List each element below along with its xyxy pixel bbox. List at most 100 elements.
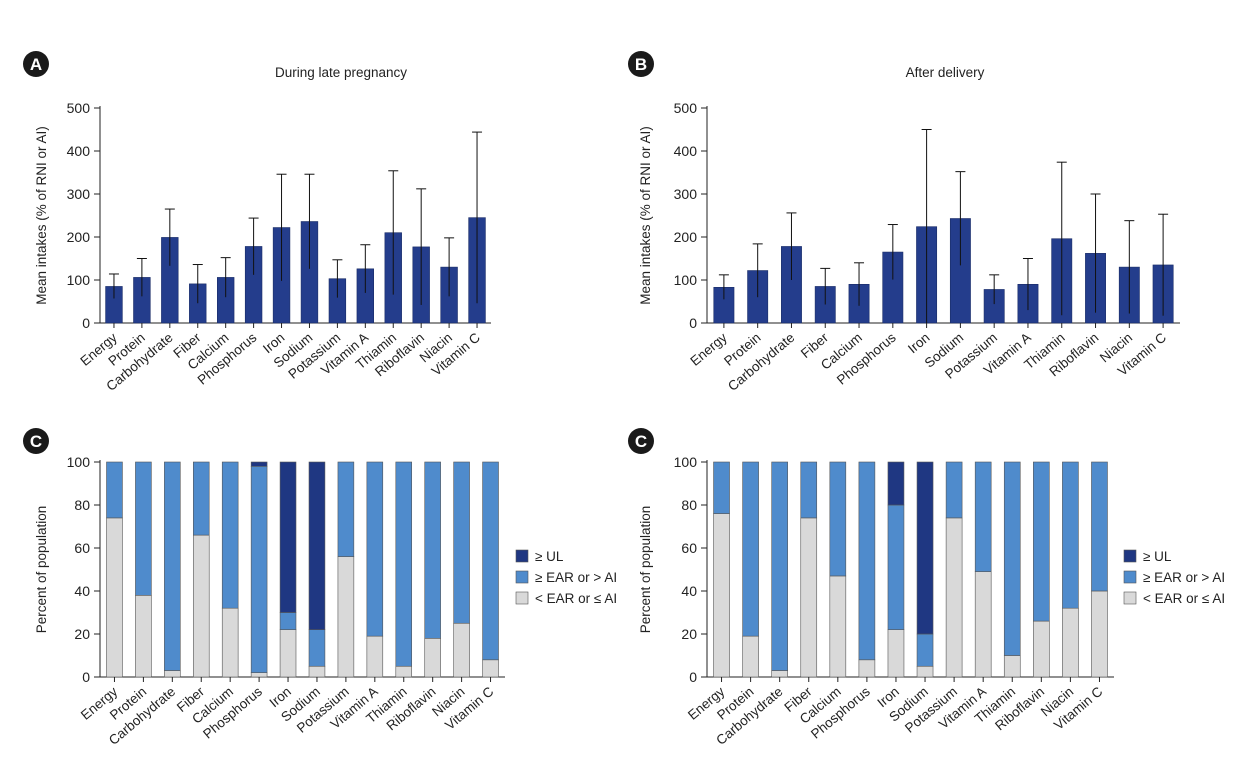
y-tick-label: 80 xyxy=(681,497,697,513)
bar-segment xyxy=(974,571,992,678)
y-tick-label: 500 xyxy=(674,100,698,116)
x-tick-label: Energy xyxy=(687,330,730,369)
y-tick-label: 400 xyxy=(674,143,698,159)
y-axis-label: Mean intakes (% of RNI or AI) xyxy=(34,126,49,305)
legend-label: < EAR or ≤ AI xyxy=(535,591,617,606)
bar-segment xyxy=(279,629,297,678)
panel-badge: C xyxy=(23,428,49,454)
bar-segment xyxy=(800,517,818,678)
bar-segment xyxy=(395,461,413,667)
bar-segment xyxy=(945,517,963,678)
bar-segment xyxy=(453,461,470,624)
y-tick-label: 400 xyxy=(67,143,91,159)
panel-letter: B xyxy=(635,55,647,74)
bar-segment xyxy=(395,665,413,678)
y-tick-label: 60 xyxy=(74,540,90,556)
bar-segment xyxy=(337,461,355,557)
bar-segment xyxy=(1062,607,1079,678)
bar-segment xyxy=(771,670,788,678)
bar-segment xyxy=(916,633,934,667)
bar-segment xyxy=(221,461,239,609)
legend-swatch xyxy=(1123,591,1137,605)
y-tick-label: 0 xyxy=(689,669,697,685)
bar-segment xyxy=(250,672,268,678)
bar-segment xyxy=(1003,461,1021,656)
y-tick-label: 300 xyxy=(674,186,698,202)
y-tick-label: 0 xyxy=(82,669,90,685)
bar-segment xyxy=(887,461,905,506)
y-tick-label: 20 xyxy=(681,626,697,642)
legend-swatch xyxy=(1123,570,1137,584)
bar-segment xyxy=(308,629,326,667)
y-tick-label: 40 xyxy=(681,583,697,599)
legend-swatch xyxy=(515,570,529,584)
y-tick-label: 200 xyxy=(67,229,91,245)
bar-segment xyxy=(1033,461,1050,622)
bar-segment xyxy=(106,517,123,678)
panel-letter: C xyxy=(635,432,647,451)
panel-badge: A xyxy=(23,51,49,77)
chart-title: During late pregnancy xyxy=(275,65,407,80)
bar-segment xyxy=(279,612,297,631)
chart-panel-2: B After delivery 0 100 200 300 400 500 Mean inta… xyxy=(628,51,1180,394)
panel-letter: C xyxy=(30,432,42,451)
y-axis-label: Percent of population xyxy=(638,506,653,634)
panel-badge-circle xyxy=(23,51,49,77)
bar-segment xyxy=(453,622,470,678)
bar-segment xyxy=(106,461,123,519)
y-axis-label: Percent of population xyxy=(34,506,49,634)
bar-segment xyxy=(366,635,384,678)
bar-segment xyxy=(135,594,152,678)
bar-segment xyxy=(858,659,876,678)
y-tick-label: 80 xyxy=(74,497,90,513)
bar-segment xyxy=(742,461,759,637)
bar-segment xyxy=(221,607,239,678)
y-tick-label: 40 xyxy=(74,583,90,599)
y-tick-label: 60 xyxy=(681,540,697,556)
y-tick-label: 200 xyxy=(674,229,698,245)
chart-title: After delivery xyxy=(906,65,985,80)
bar-segment xyxy=(916,461,934,635)
bar-segment xyxy=(192,461,210,536)
bar-segment xyxy=(482,461,499,661)
bar-segment xyxy=(742,635,759,678)
bar-segment xyxy=(192,534,210,678)
bar-segment xyxy=(713,461,730,514)
y-tick-label: 100 xyxy=(674,272,698,288)
bar-segment xyxy=(279,461,297,613)
chart-panel-1: A During late pregnancy 0 100 200 300 400 500 Me… xyxy=(23,51,491,394)
bar-segment xyxy=(800,461,818,519)
legend-swatch xyxy=(515,591,529,605)
bar-segment xyxy=(713,513,730,678)
legend: ≥ UL ≥ EAR or > AI < EAR or ≤ AI xyxy=(515,549,617,606)
bar-segment xyxy=(1033,620,1050,678)
legend-swatch xyxy=(515,549,529,563)
bar-segment xyxy=(1003,655,1021,678)
bar-segment xyxy=(887,629,905,678)
bar-segment xyxy=(1062,461,1079,609)
bar-segment xyxy=(887,504,905,630)
bar-segment xyxy=(482,659,499,678)
legend-label: ≥ UL xyxy=(535,549,564,564)
panel-badge: B xyxy=(628,51,654,77)
bar-segment xyxy=(366,461,384,637)
legend: ≥ UL ≥ EAR or > AI < EAR or ≤ AI xyxy=(1123,549,1225,606)
legend-label: ≥ UL xyxy=(1143,549,1172,564)
y-tick-label: 0 xyxy=(82,315,90,331)
bar-segment xyxy=(337,556,355,678)
bar-segment xyxy=(250,465,268,673)
bar-segment xyxy=(135,461,152,596)
y-tick-label: 500 xyxy=(67,100,91,116)
bar-segment xyxy=(858,461,876,661)
legend-label: < EAR or ≤ AI xyxy=(1143,591,1225,606)
bar-segment xyxy=(974,461,992,572)
bar-segment xyxy=(308,461,326,630)
bar-segment xyxy=(1091,590,1108,678)
panel-letter: A xyxy=(30,55,42,74)
legend-label: ≥ EAR or > AI xyxy=(535,570,617,585)
y-tick-label: 0 xyxy=(689,315,697,331)
bar-segment xyxy=(829,575,847,678)
